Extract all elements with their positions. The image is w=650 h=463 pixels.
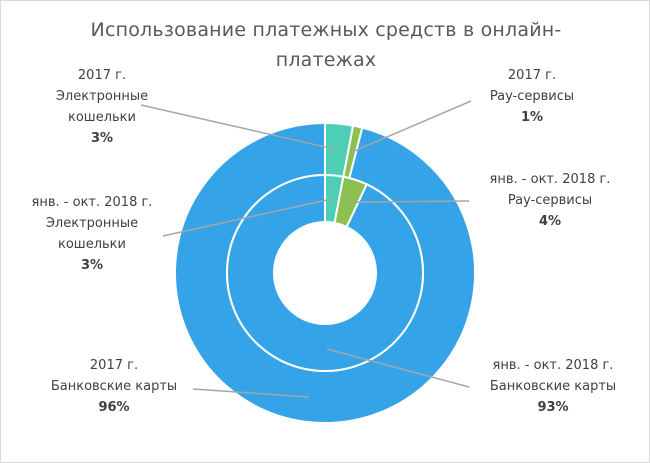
leader-line-2 [162, 198, 333, 237]
label-value: 4% [538, 214, 562, 229]
leader-line-4 [192, 388, 310, 398]
label-period: 2017 г. [89, 358, 139, 373]
label-period: 2017 г. [77, 68, 127, 83]
label-value: 3% [80, 258, 104, 273]
label-outer-cards: 2017 г. Банковские карты 96% [29, 355, 199, 418]
label-inner-pay: янв. - окт. 2018 г. Pay-сервисы 4% [465, 169, 635, 232]
label-value: 1% [520, 110, 544, 125]
outer-ring-slice-2 [174, 121, 476, 424]
chart-title-line-1: Использование платежных средств в онлайн… [90, 19, 562, 41]
leader-line-0 [140, 104, 337, 151]
label-value: 93% [537, 400, 569, 415]
label-category: кошельки [68, 110, 136, 125]
label-value: 3% [90, 131, 114, 146]
leader-line-3 [348, 200, 470, 203]
label-value: 96% [98, 400, 130, 415]
chart-title: Использование платежных средств в онлайн… [41, 15, 611, 75]
label-period: янв. - окт. 2018 г. [31, 195, 153, 210]
label-inner-cards: янв. - окт. 2018 г. Банковские карты 93% [468, 355, 638, 418]
label-outer-wallets: 2017 г. Электронные кошельки 3% [17, 65, 187, 149]
label-category: Электронные [45, 216, 139, 231]
label-category: Pay-сервисы [507, 193, 593, 208]
label-period: 2017 г. [507, 68, 557, 83]
leader-line-1 [351, 100, 472, 153]
label-category: кошельки [58, 237, 126, 252]
label-outer-pay: 2017 г. Pay-сервисы 1% [447, 65, 617, 128]
leader-line-5 [326, 348, 470, 388]
label-category: Pay-сервисы [489, 89, 575, 104]
label-category: Электронные [55, 89, 149, 104]
label-period: янв. - окт. 2018 г. [492, 358, 614, 373]
label-category: Банковские карты [50, 379, 178, 394]
label-category: Банковские карты [489, 379, 617, 394]
inner-ring-slice-2 [226, 173, 424, 372]
label-inner-wallets: янв. - окт. 2018 г. Электронные кошельки… [7, 192, 177, 276]
label-period: янв. - окт. 2018 г. [489, 172, 611, 187]
chart-title-line-2: платежах [275, 49, 377, 71]
